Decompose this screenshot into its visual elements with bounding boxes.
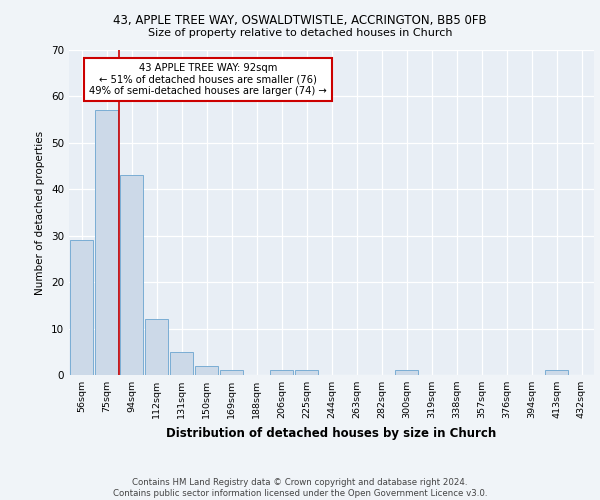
Bar bbox=[270, 370, 293, 375]
Bar bbox=[395, 370, 418, 375]
Bar bbox=[145, 320, 168, 375]
Bar bbox=[545, 370, 568, 375]
Bar bbox=[295, 370, 318, 375]
Bar bbox=[95, 110, 118, 375]
Text: Size of property relative to detached houses in Church: Size of property relative to detached ho… bbox=[148, 28, 452, 38]
Text: 43, APPLE TREE WAY, OSWALDTWISTLE, ACCRINGTON, BB5 0FB: 43, APPLE TREE WAY, OSWALDTWISTLE, ACCRI… bbox=[113, 14, 487, 27]
Bar bbox=[170, 352, 193, 375]
Text: Contains HM Land Registry data © Crown copyright and database right 2024.
Contai: Contains HM Land Registry data © Crown c… bbox=[113, 478, 487, 498]
Bar bbox=[220, 370, 243, 375]
Bar bbox=[195, 366, 218, 375]
Bar bbox=[120, 176, 143, 375]
X-axis label: Distribution of detached houses by size in Church: Distribution of detached houses by size … bbox=[166, 426, 497, 440]
Y-axis label: Number of detached properties: Number of detached properties bbox=[35, 130, 46, 294]
Text: 43 APPLE TREE WAY: 92sqm
← 51% of detached houses are smaller (76)
49% of semi-d: 43 APPLE TREE WAY: 92sqm ← 51% of detach… bbox=[89, 63, 327, 96]
Bar bbox=[70, 240, 93, 375]
